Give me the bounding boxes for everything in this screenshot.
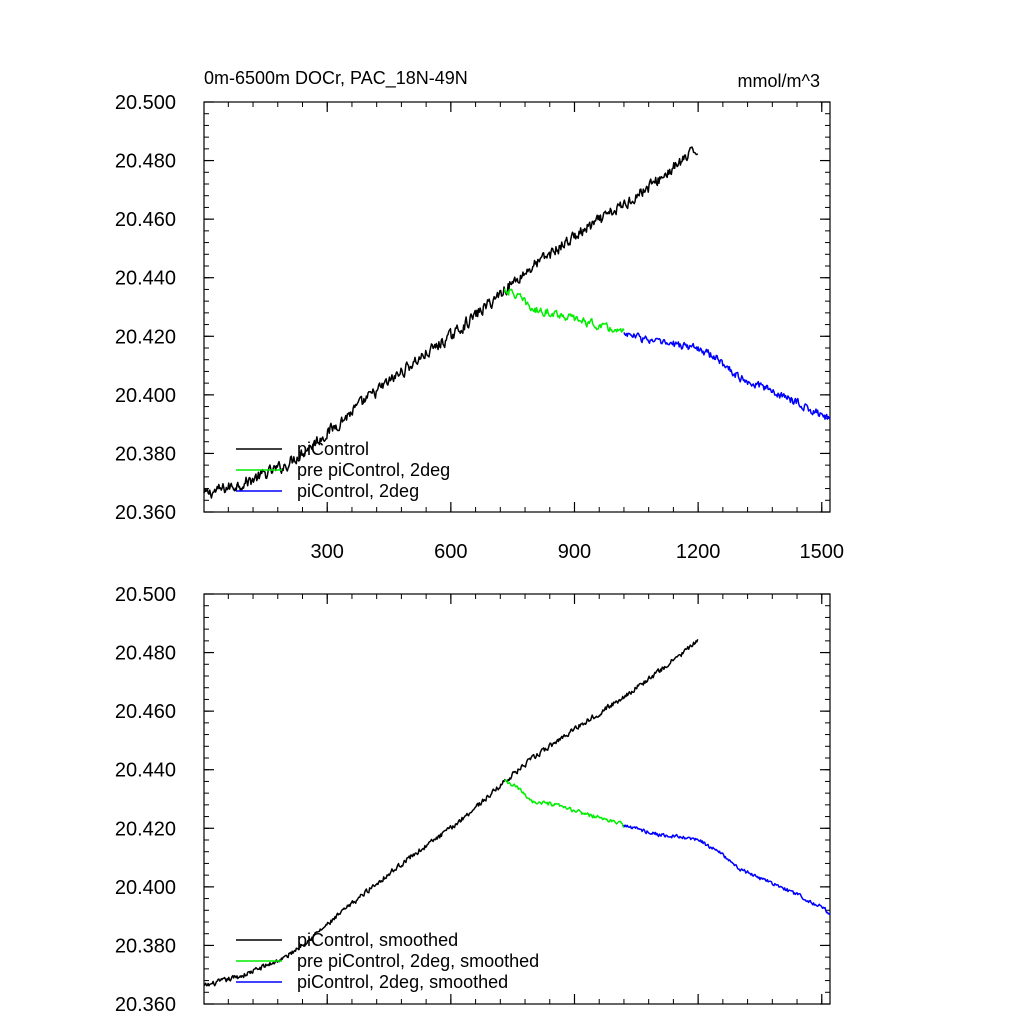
legend-label: pre piControl, 2deg, smoothed	[297, 951, 539, 971]
series-line-picontrol-2deg	[623, 332, 831, 420]
x-tick-label: 300	[311, 541, 344, 563]
y-tick-label: 20.500	[115, 584, 176, 606]
plot-frame	[203, 101, 831, 513]
series-line-picontrol-2deg-smoothed	[623, 824, 831, 916]
chart-title: 0m-6500m DOCr, PAC_18N-49N	[204, 68, 468, 89]
legend-label: piControl, smoothed	[297, 930, 458, 950]
y-tick-label: 20.500	[115, 92, 176, 114]
y-tick-label: 20.400	[115, 877, 176, 899]
legend-label: pre piControl, 2deg	[297, 460, 450, 480]
legend-label: piControl, 2deg, smoothed	[297, 972, 508, 992]
y-tick-label: 20.400	[115, 385, 176, 407]
y-tick-label: 20.360	[115, 994, 176, 1016]
x-tick-label: 1200	[676, 541, 721, 563]
units-label: mmol/m^3	[738, 71, 820, 91]
y-tick-label: 20.460	[115, 701, 176, 723]
y-tick-label: 20.360	[115, 502, 176, 524]
top-panel: 20.360 20.380 20.400 20.420 20.440 20.460 20.4…	[115, 92, 844, 563]
series-line-pre-picontrol-2deg-smoothed	[503, 779, 625, 828]
series-line-picontrol-smoothed	[203, 639, 699, 987]
plot-frame	[203, 593, 831, 1005]
legend-label: piControl	[297, 439, 369, 459]
y-tick-label: 20.460	[115, 209, 176, 231]
x-tick-label: 600	[434, 541, 467, 563]
legend-label: piControl, 2deg	[297, 481, 419, 501]
y-tick-label: 20.480	[115, 151, 176, 173]
series-line-pre-picontrol-2deg	[503, 288, 625, 333]
bottom-panel: 20.360 20.380 20.400 20.420 20.440 20.460 20.4…	[115, 584, 831, 1016]
x-tick-label: 900	[558, 541, 591, 563]
y-tick-label: 20.420	[115, 818, 176, 840]
y-tick-label: 20.380	[115, 443, 176, 465]
series-line-picontrol	[203, 146, 699, 499]
y-tick-label: 20.440	[115, 760, 176, 782]
y-tick-label: 20.480	[115, 643, 176, 665]
x-tick-label: 1500	[800, 541, 845, 563]
y-tick-label: 20.420	[115, 326, 176, 348]
y-tick-label: 20.380	[115, 935, 176, 957]
y-tick-label: 20.440	[115, 268, 176, 290]
